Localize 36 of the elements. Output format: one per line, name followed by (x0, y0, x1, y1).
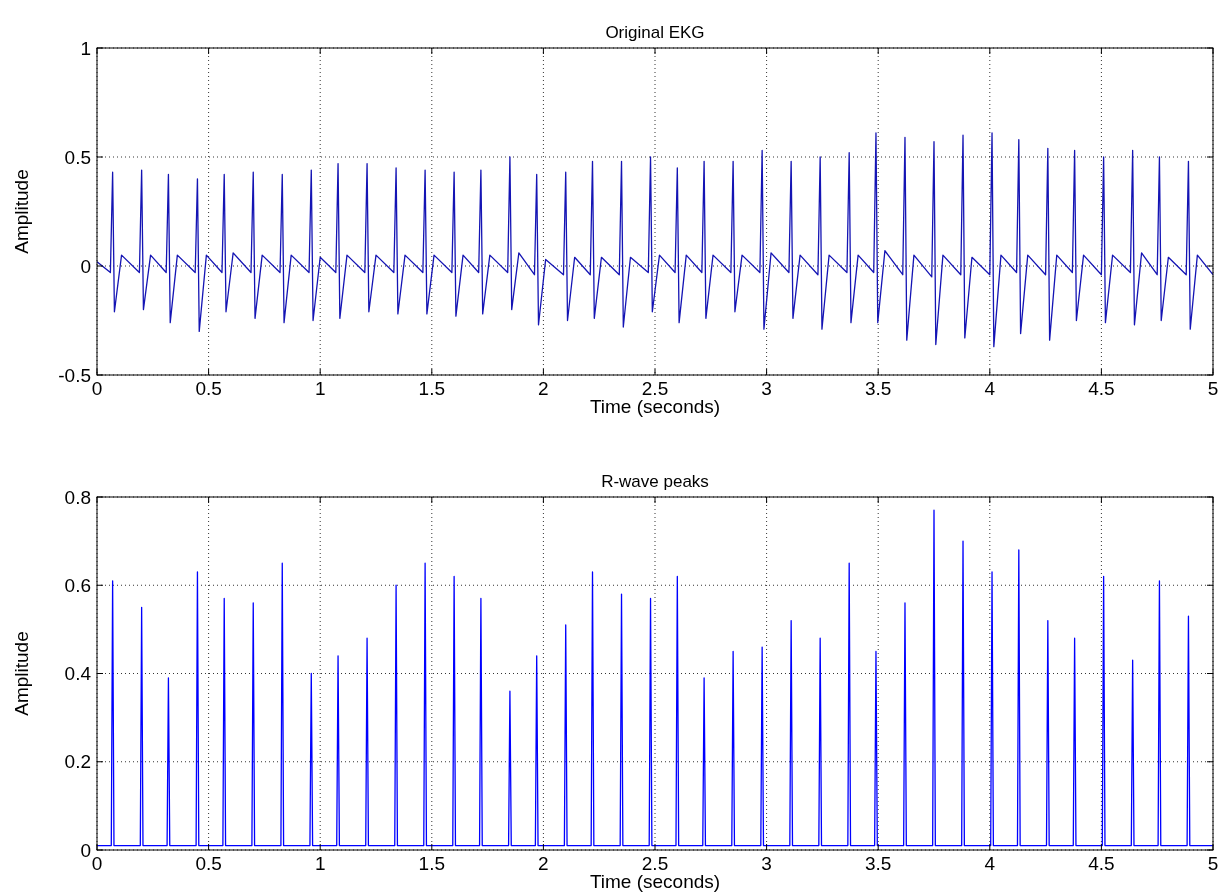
x-tick-label: 4 (984, 853, 996, 874)
line-series (96, 132, 1214, 348)
x-tick-label: 2 (538, 378, 549, 399)
x-tick-label: 1 (314, 853, 326, 874)
y-tick-label: 0.2 (64, 751, 91, 773)
x-tick-label: 1 (314, 378, 326, 399)
x-tick-label: 2 (538, 853, 549, 874)
x-tick-label: 1.5 (418, 378, 446, 399)
x-tick-label: 1.5 (418, 853, 446, 874)
x-axis-title: Time (seconds) (589, 871, 721, 892)
x-axis-title: Time (seconds) (589, 396, 721, 417)
y-tick-label: 0.4 (64, 663, 92, 685)
chart-title: Original EKG (605, 23, 705, 42)
y-tick-label: 0.6 (64, 574, 91, 596)
x-tick-label: 5 (1207, 853, 1219, 874)
y-tick-label: 0.5 (64, 146, 91, 168)
y-tick-label: 0.8 (64, 486, 91, 508)
x-tick-label: 4.5 (1088, 853, 1115, 874)
x-tick-label: 3.5 (864, 853, 892, 874)
chart-title: R-wave peaks (601, 472, 709, 491)
x-tick-label: 4 (984, 378, 996, 399)
y-tick-label: -0.5 (58, 364, 91, 386)
line-series (96, 509, 1214, 847)
y-tick-label: 1 (80, 37, 91, 59)
y-tick-label: 0 (80, 255, 91, 277)
x-tick-label: 2.5 (641, 378, 669, 399)
y-axis-title: Amplitude (11, 631, 32, 716)
x-tick-label: 4.5 (1088, 378, 1115, 399)
x-tick-label: 0.5 (195, 378, 222, 399)
x-tick-label: 2.5 (641, 853, 669, 874)
x-tick-label: 3 (761, 853, 772, 874)
x-tick-label: 3.5 (864, 378, 892, 399)
y-axis-title: Amplitude (11, 169, 32, 254)
x-tick-label: 5 (1207, 378, 1219, 399)
x-tick-label: 0.5 (195, 853, 222, 874)
x-tick-label: 3 (761, 378, 772, 399)
